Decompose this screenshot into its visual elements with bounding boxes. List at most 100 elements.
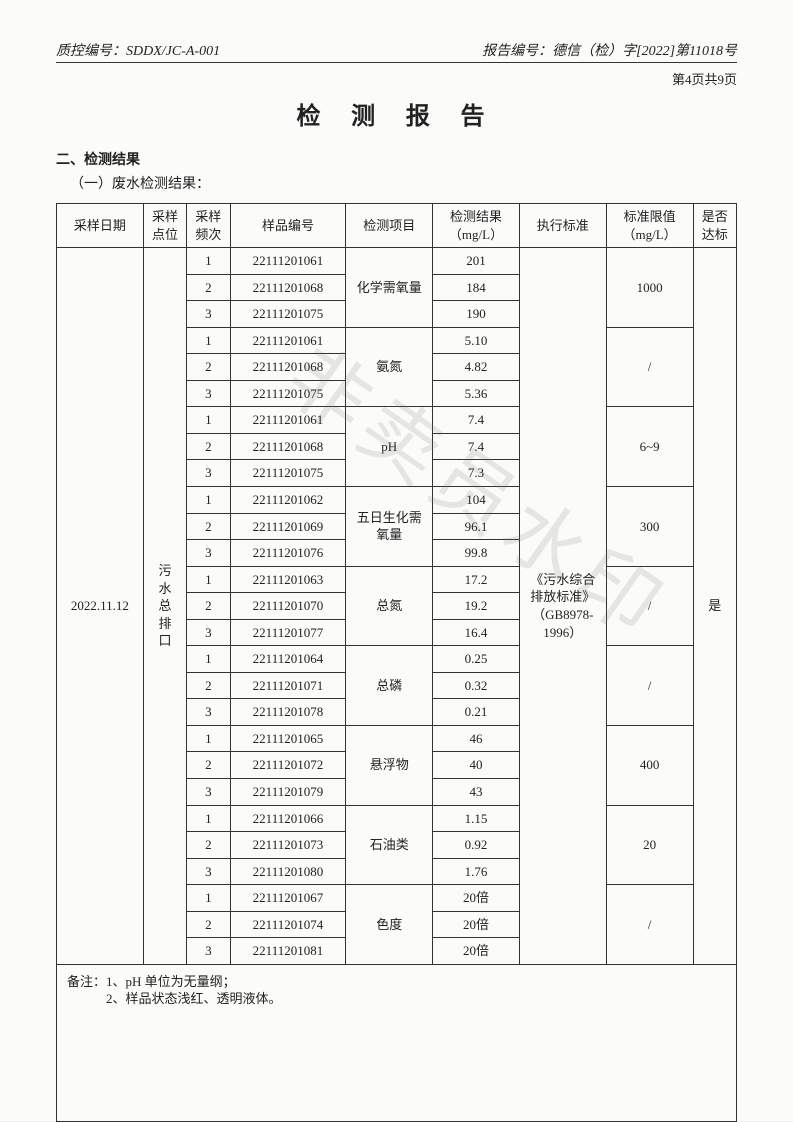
- cell-freq: 1: [187, 566, 230, 593]
- cell-code: 22111201062: [230, 487, 346, 514]
- cell-freq: 3: [187, 619, 230, 646]
- cell-code: 22111201074: [230, 911, 346, 938]
- cell-code: 22111201075: [230, 460, 346, 487]
- cell-result: 19.2: [433, 593, 520, 620]
- qc-code: 质控编号：SDDX/JC-A-001: [56, 40, 220, 60]
- cell-result: 20倍: [433, 885, 520, 912]
- cell-item: 氨氮: [346, 327, 433, 407]
- cell-freq: 3: [187, 460, 230, 487]
- cell-result: 5.36: [433, 380, 520, 407]
- cell-limit: 400: [606, 725, 693, 805]
- report-code: 报告编号：德信（检）字[2022]第11018号: [482, 40, 737, 60]
- cell-freq: 2: [187, 832, 230, 859]
- report-value: 德信（检）字[2022]第11018号: [552, 44, 737, 59]
- cell-result: 104: [433, 487, 520, 514]
- sub-heading: （一）废水检测结果：: [56, 173, 737, 193]
- cell-standard: 《污水综合排放标准》（GB8978-1996）: [519, 248, 606, 965]
- cell-date: 2022.11.12: [57, 248, 144, 965]
- cell-code: 22111201067: [230, 885, 346, 912]
- cell-code: 22111201076: [230, 540, 346, 567]
- cell-item: 石油类: [346, 805, 433, 885]
- cell-freq: 2: [187, 274, 230, 301]
- cell-code: 22111201063: [230, 566, 346, 593]
- cell-result: 16.4: [433, 619, 520, 646]
- qc-value: SDDX/JC-A-001: [126, 44, 220, 59]
- col-code: 样品编号: [230, 204, 346, 248]
- cell-point: 污水总排口: [143, 248, 186, 965]
- page-title: 检 测 报 告: [56, 96, 737, 131]
- cell-code: 22111201080: [230, 858, 346, 885]
- cell-result: 0.32: [433, 672, 520, 699]
- cell-freq: 3: [187, 779, 230, 806]
- cell-code: 22111201061: [230, 407, 346, 434]
- cell-code: 22111201068: [230, 433, 346, 460]
- cell-result: 43: [433, 779, 520, 806]
- cell-result: 46: [433, 725, 520, 752]
- cell-freq: 2: [187, 433, 230, 460]
- cell-code: 22111201065: [230, 725, 346, 752]
- table-body: 2022.11.12污水总排口122111201061化学需氧量201《污水综合…: [57, 248, 737, 1122]
- cell-item: 色度: [346, 885, 433, 965]
- cell-freq: 1: [187, 248, 230, 275]
- cell-freq: 3: [187, 858, 230, 885]
- cell-freq: 1: [187, 805, 230, 832]
- cell-code: 22111201073: [230, 832, 346, 859]
- cell-code: 22111201072: [230, 752, 346, 779]
- col-point: 采样点位: [143, 204, 186, 248]
- page-number: 第4页共9页: [56, 69, 737, 88]
- col-item: 检测项目: [346, 204, 433, 248]
- cell-freq: 2: [187, 354, 230, 381]
- report-page: 非卖员水印 质控编号：SDDX/JC-A-001 报告编号：德信（检）字[202…: [0, 0, 793, 1121]
- cell-code: 22111201070: [230, 593, 346, 620]
- cell-freq: 2: [187, 911, 230, 938]
- cell-limit: 20: [606, 805, 693, 885]
- col-standard: 执行标准: [519, 204, 606, 248]
- cell-freq: 1: [187, 327, 230, 354]
- cell-code: 22111201081: [230, 938, 346, 965]
- results-table: 采样日期 采样点位 采样频次 样品编号 检测项目 检测结果（mg/L） 执行标准…: [56, 203, 737, 1122]
- cell-item: pH: [346, 407, 433, 487]
- cell-freq: 1: [187, 487, 230, 514]
- cell-result: 7.4: [433, 407, 520, 434]
- cell-code: 22111201077: [230, 619, 346, 646]
- col-limit: 标准限值（mg/L）: [606, 204, 693, 248]
- section-heading: 二、检测结果: [56, 149, 737, 169]
- cell-item: 悬浮物: [346, 725, 433, 805]
- cell-code: 22111201071: [230, 672, 346, 699]
- cell-result: 20倍: [433, 911, 520, 938]
- cell-code: 22111201068: [230, 354, 346, 381]
- cell-item: 总氮: [346, 566, 433, 646]
- notes-row: 备注：1、pH 单位为无量纲； 2、样品状态浅红、透明液体。: [57, 964, 737, 1121]
- cell-result: 0.21: [433, 699, 520, 726]
- cell-item: 化学需氧量: [346, 248, 433, 328]
- cell-limit: /: [606, 327, 693, 407]
- cell-result: 99.8: [433, 540, 520, 567]
- cell-code: 22111201069: [230, 513, 346, 540]
- cell-result: 4.82: [433, 354, 520, 381]
- cell-limit: 300: [606, 487, 693, 567]
- cell-result: 7.3: [433, 460, 520, 487]
- col-result: 检测结果（mg/L）: [433, 204, 520, 248]
- cell-result: 96.1: [433, 513, 520, 540]
- cell-freq: 1: [187, 885, 230, 912]
- cell-freq: 1: [187, 407, 230, 434]
- cell-result: 0.92: [433, 832, 520, 859]
- cell-item: 五日生化需氧量: [346, 487, 433, 567]
- cell-freq: 2: [187, 593, 230, 620]
- cell-freq: 3: [187, 938, 230, 965]
- cell-result: 1.15: [433, 805, 520, 832]
- cell-freq: 2: [187, 513, 230, 540]
- cell-code: 22111201079: [230, 779, 346, 806]
- cell-freq: 3: [187, 301, 230, 328]
- cell-result: 190: [433, 301, 520, 328]
- table-row: 2022.11.12污水总排口122111201061化学需氧量201《污水综合…: [57, 248, 737, 275]
- cell-result: 5.10: [433, 327, 520, 354]
- col-freq: 采样频次: [187, 204, 230, 248]
- report-label: 报告编号：: [482, 44, 552, 59]
- cell-result: 7.4: [433, 433, 520, 460]
- cell-freq: 1: [187, 725, 230, 752]
- col-date: 采样日期: [57, 204, 144, 248]
- cell-freq: 2: [187, 752, 230, 779]
- cell-result: 17.2: [433, 566, 520, 593]
- cell-code: 22111201064: [230, 646, 346, 673]
